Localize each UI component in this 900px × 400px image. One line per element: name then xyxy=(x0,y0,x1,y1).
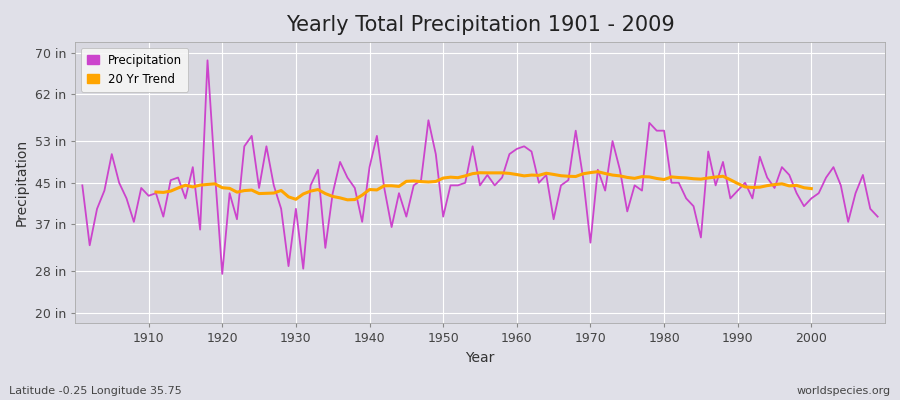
Y-axis label: Precipitation: Precipitation xyxy=(15,139,29,226)
Title: Yearly Total Precipitation 1901 - 2009: Yearly Total Precipitation 1901 - 2009 xyxy=(285,15,674,35)
Legend: Precipitation, 20 Yr Trend: Precipitation, 20 Yr Trend xyxy=(81,48,188,92)
Text: worldspecies.org: worldspecies.org xyxy=(796,386,891,396)
X-axis label: Year: Year xyxy=(465,351,495,365)
Text: Latitude -0.25 Longitude 35.75: Latitude -0.25 Longitude 35.75 xyxy=(9,386,182,396)
